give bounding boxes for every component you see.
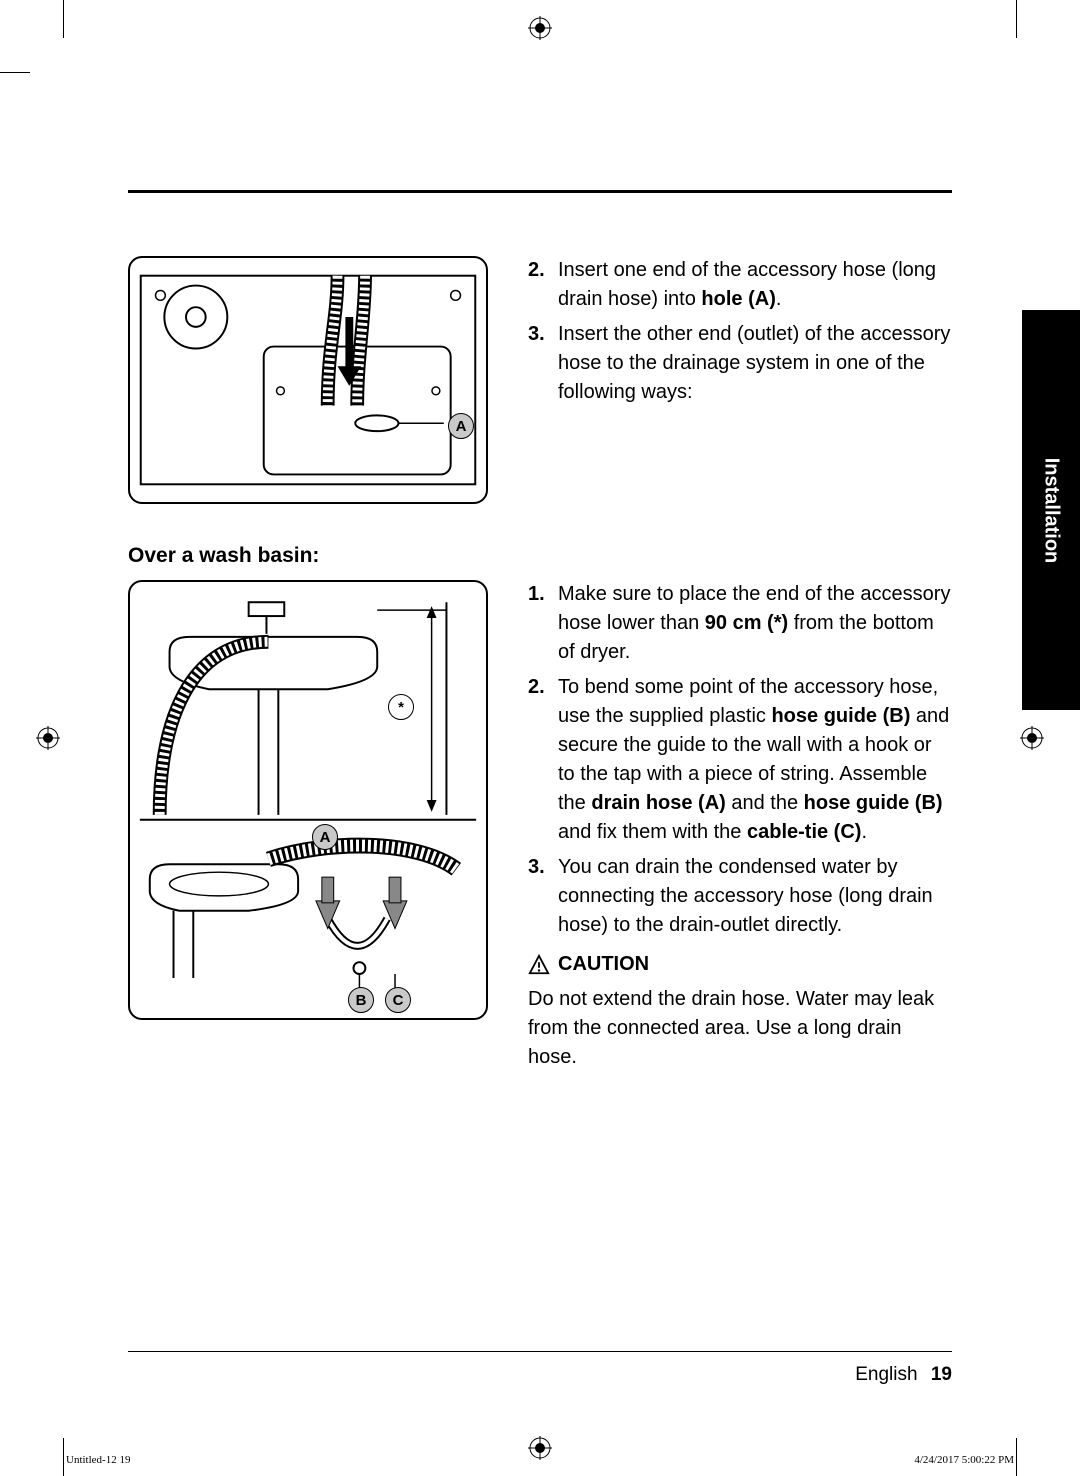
crop-mark — [0, 72, 30, 73]
step-text: Make sure to place the end of the access… — [558, 580, 952, 667]
step-text: Insert one end of the accessory hose (lo… — [558, 256, 952, 314]
instruction-list: 1. Make sure to place the end of the acc… — [528, 580, 952, 940]
callout-label-c: C — [385, 987, 411, 1013]
print-meta-left: Untitled-12 19 — [66, 1454, 130, 1466]
list-item: 2. Insert one end of the accessory hose … — [528, 256, 952, 314]
list-item: 2. To bend some point of the accessory h… — [528, 673, 952, 847]
step-text: Insert the other end (outlet) of the acc… — [558, 320, 952, 407]
page-number: 19 — [931, 1364, 952, 1385]
caution-label: CAUTION — [558, 950, 649, 979]
step-text: You can drain the condensed water by con… — [558, 853, 952, 940]
list-item: 1. Make sure to place the end of the acc… — [528, 580, 952, 667]
registration-mark-icon — [528, 16, 552, 40]
figure-hose-insertion: A — [128, 256, 488, 504]
horizontal-rule — [128, 190, 952, 193]
registration-mark-icon — [36, 726, 60, 750]
step-number: 2. — [528, 673, 550, 847]
list-item: 3. You can drain the condensed water by … — [528, 853, 952, 940]
step-text: To bend some point of the accessory hose… — [558, 673, 952, 847]
page-content: Installation — [128, 70, 952, 1406]
step-number: 2. — [528, 256, 550, 314]
step-number: 3. — [528, 853, 550, 940]
callout-label-b: B — [348, 987, 374, 1013]
instruction-block-1: A 2. Insert one end of the accessory hos… — [128, 256, 952, 504]
step-number: 1. — [528, 580, 550, 667]
list-item: 3. Insert the other end (outlet) of the … — [528, 320, 952, 407]
figure-wash-basin: * A B C — [128, 580, 488, 1020]
section-tab-label: Installation — [1040, 457, 1063, 563]
footer: English 19 — [855, 1364, 952, 1386]
warning-triangle-icon — [528, 954, 550, 976]
crop-mark — [63, 0, 64, 38]
footer-language: English — [855, 1364, 917, 1385]
registration-mark-icon — [1020, 726, 1044, 750]
crop-mark — [1016, 1438, 1017, 1476]
print-meta-right: 4/24/2017 5:00:22 PM — [914, 1454, 1014, 1466]
step-number: 3. — [528, 320, 550, 407]
callout-label-a: A — [448, 413, 474, 439]
callout-label-star: * — [388, 694, 414, 720]
caution-text: Do not extend the drain hose. Water may … — [528, 985, 952, 1072]
instruction-list: 2. Insert one end of the accessory hose … — [528, 256, 952, 407]
subheading: Over a wash basin: — [128, 544, 952, 568]
registration-mark-icon — [528, 1436, 552, 1460]
section-tab: Installation — [1022, 310, 1080, 710]
crop-mark — [1016, 0, 1017, 38]
footer-rule — [128, 1351, 952, 1352]
callout-label-a: A — [312, 824, 338, 850]
instruction-block-2: * A B C 1. Make sure to place the end of… — [128, 580, 952, 1072]
caution-heading: CAUTION — [528, 950, 952, 979]
crop-mark — [63, 1438, 64, 1476]
